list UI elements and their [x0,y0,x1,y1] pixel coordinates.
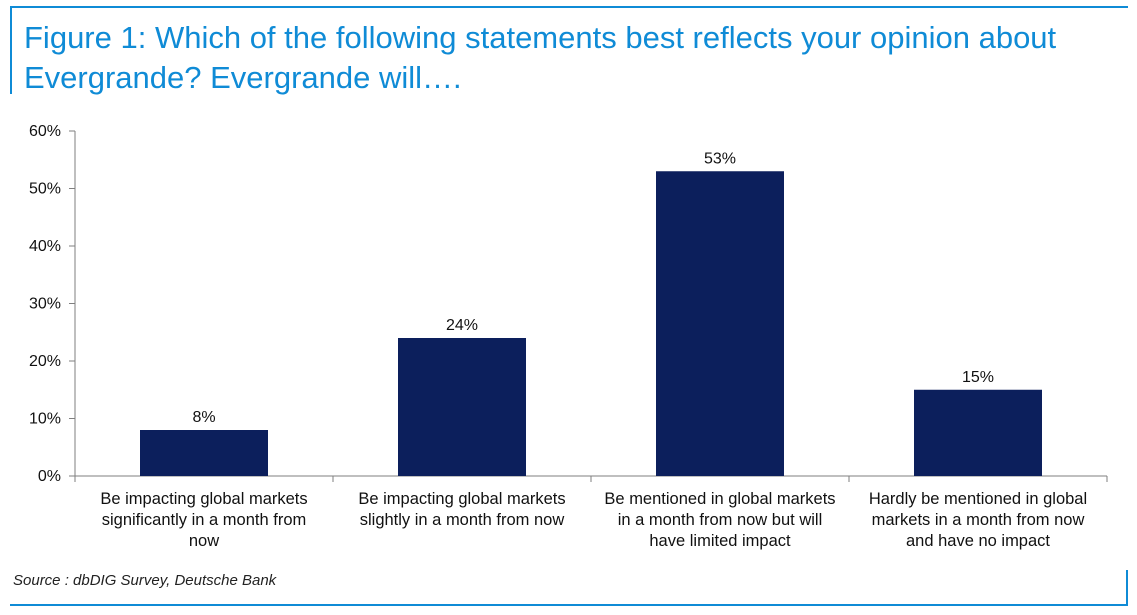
category-label: now [189,532,219,550]
bar [656,171,784,476]
figure-title: Figure 1: Which of the following stateme… [24,20,1057,95]
y-tick-label: 50% [29,181,61,198]
category-label: significantly in a month from [102,511,307,529]
y-tick-label: 60% [29,123,61,140]
bar-value-label: 8% [192,409,215,426]
y-tick-label: 20% [29,353,61,370]
category-label: slightly in a month from now [360,511,565,529]
category-label: in a month from now but will [618,511,823,529]
frame-bottom-rule [10,604,1128,606]
bar-value-label: 53% [704,150,736,167]
category-label: Be impacting global markets [358,490,565,508]
source-note: Source : dbDIG Survey, Deutsche Bank [13,572,277,589]
bar [398,338,526,476]
y-tick-label: 40% [29,238,61,255]
frame-top-rule [10,6,1128,8]
bar-chart: 0% 10% 20% 30% 40% 50% 60% 8% Be impacting globa… [29,123,1108,550]
y-tick-label: 10% [29,411,61,428]
category-label: Hardly be mentioned in global [869,490,1087,508]
bar-value-label: 15% [962,369,994,386]
frame-right-rule [1126,570,1128,606]
bar [140,430,268,476]
bar-value-label: 24% [446,317,478,334]
bar [914,389,1042,476]
category-label: Be mentioned in global markets [604,490,835,508]
category-label: and have no impact [906,532,1050,550]
category-label: markets in a month from now [872,511,1085,529]
category-label: Be impacting global markets [100,490,307,508]
y-tick-label: 30% [29,296,61,313]
y-tick-label: 0% [38,468,61,485]
frame-left-rule [10,6,12,94]
category-label: have limited impact [649,532,791,550]
